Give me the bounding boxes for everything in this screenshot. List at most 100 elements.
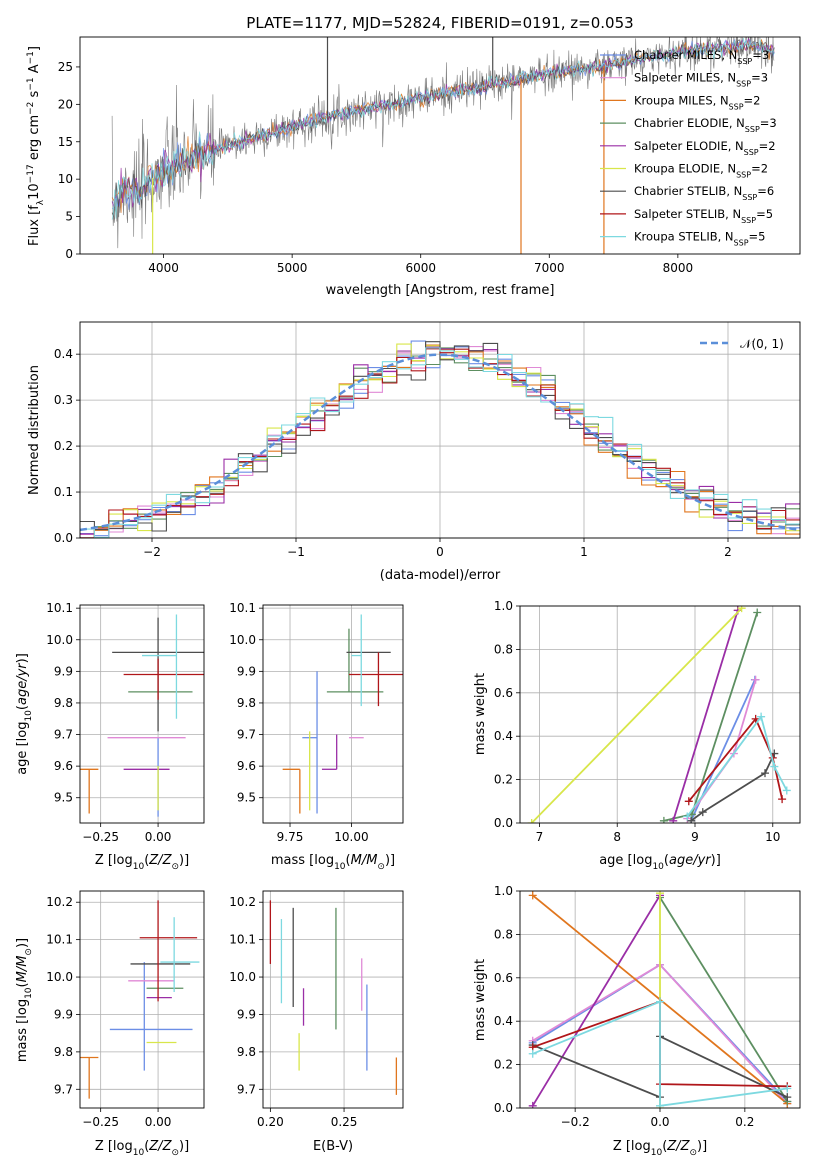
weight-point-kroupa-stelib [782,786,791,795]
y-axis-label: Normed distribution [27,365,42,495]
label-part: ] [27,46,42,51]
weight-point-kroupa-stelib [757,712,766,721]
label-part: erg cm [27,115,42,164]
weight-line-kroupa-stelib [532,1000,788,1107]
y-tick-label: 9.7 [54,728,73,742]
legend-text: Chabrier MILES, N [634,48,737,62]
legend-text: Salpeter MILES, N [634,71,736,85]
label-part: )] [179,1139,189,1154]
y-tick-label: 1.0 [494,884,513,898]
y-tick-label: 9.9 [237,664,256,678]
y-tick-label: 1.0 [494,599,513,613]
weight-point-kroupa-elodie [527,819,536,823]
x-tick-label: 5000 [277,261,308,275]
y-tick-label: 10.0 [46,633,73,647]
legend-label: Chabrier MILES, NSSP=3 [634,48,769,66]
weight-point-salpeter-stelib [751,714,760,723]
x-tick-label: 0.20 [257,1115,284,1129]
x-tick-label: 0.0 [650,1115,669,1129]
x-tick-label: 0 [436,545,444,559]
y-tick-label: 10.1 [229,933,256,947]
y-tick-label: 0.0 [54,531,73,545]
legend-sub: SSP [737,57,752,66]
label-part: mass [log [271,853,334,868]
x-axis-label: Z [log10(Z/Z⊙)] [613,1139,707,1158]
legend-sub: SSP [736,170,751,179]
label-part: −2 [26,102,36,115]
x-tick-label: 10 [765,830,780,844]
legend-suffix: =2 [751,162,768,176]
y-tick-label: 9.8 [237,696,256,710]
weight-line-salpeter-elodie [672,610,739,822]
x-axis-label: mass [log10(M/M⊙)] [271,853,395,872]
label-part: Z/Z [666,1139,690,1154]
mass-vs-Z-marks [80,900,200,1099]
x-tick-label: 6000 [405,261,436,275]
label-part: age/yr [15,662,30,705]
y-tick-label: 9.6 [237,759,256,773]
model-line-kroupa-stelib [111,38,775,220]
legend-text: Kroupa ELODIE, N [634,162,736,176]
y-tick-label: 9.7 [54,1082,73,1096]
mass-vs-Z-panel: −0.25 0.009.79.89.910.010.110.2Z [log10(Z… [15,890,205,1158]
legend-text: Chabrier ELODIE, N [634,116,745,130]
label-part: 10 [133,862,145,872]
y-tick-label: 9.9 [237,1007,256,1021]
weight-point-salpeter-elodie [669,816,678,823]
label-part: 10 [24,710,34,722]
label-part: 10 [24,987,34,999]
label-part: 10 [652,862,664,872]
label-part: Z [log [95,1139,133,1154]
label-part: )] [15,653,30,663]
y-tick-label: 10.0 [46,970,73,984]
weight-point-chabrier-elodie [659,816,668,823]
y-tick-label: 9.8 [54,1045,73,1059]
legend-sub: SSP [736,79,751,88]
label-part: M/M [15,956,30,983]
x-tick-label: 9 [691,830,699,844]
label-part: age [log [15,722,30,775]
y-tick-label: 10 [58,172,73,186]
y-tick-label: 20 [58,97,73,111]
y-tick-label: 9.6 [54,759,73,773]
x-tick-label: −0.2 [561,1115,590,1129]
y-axis-label: mass [log10(M/M⊙)] [15,938,34,1062]
y-tick-label: 0.2 [54,439,73,453]
label-part: Z [log [613,1139,651,1154]
y-tick-label: 0.6 [494,686,513,700]
y-tick-label: 9.5 [54,791,73,805]
y-tick-label: 0.6 [494,971,513,985]
y-axis-label: mass weight [473,673,488,755]
hist-step-kroupa-stelib [80,347,800,538]
legend-suffix: =5 [756,207,773,221]
y-tick-label: 5 [65,210,73,224]
label-part: ( [662,1139,667,1154]
legend-label: Chabrier STELIB, NSSP=6 [634,184,774,202]
x-axis-label: age [log10(age/yr)] [599,853,721,872]
y-tick-label: 0 [65,247,73,261]
mass-weight-vs-Z-marks [528,891,792,1108]
axes-frame [79,36,801,255]
legend-sub: SSP [729,102,744,111]
y-tick-label: 0.3 [54,393,73,407]
legend-sub: SSP [741,215,756,224]
label-part: Z/Z [148,853,172,868]
y-tick-label: 9.9 [54,1007,73,1021]
residual-histogram-panel: −2 −1 0 1 2 0.0 0.1 0.2 0.3 0.4 𝒩(0, 1) (data-model… [27,321,801,583]
weight-point-kroupa-stelib [656,1101,664,1108]
weight-point-kroupa-stelib [783,1084,792,1093]
residual-histogram-marks [80,340,800,538]
age-vs-mass-marks [282,614,403,814]
legend-text: Kroupa MILES, N [634,93,729,107]
legend-text: Salpeter STELIB, N [634,207,741,221]
y-tick-label: 10.0 [229,633,256,647]
y-tick-label: 10.1 [46,933,73,947]
weight-point-kroupa-stelib [656,997,664,1006]
x-axis-label: (data-model)/error [380,568,501,583]
weight-point-chabrier-stelib [687,816,696,823]
weight-line-salpeter-stelib [688,717,783,802]
x-tick-label: 4000 [148,261,179,275]
